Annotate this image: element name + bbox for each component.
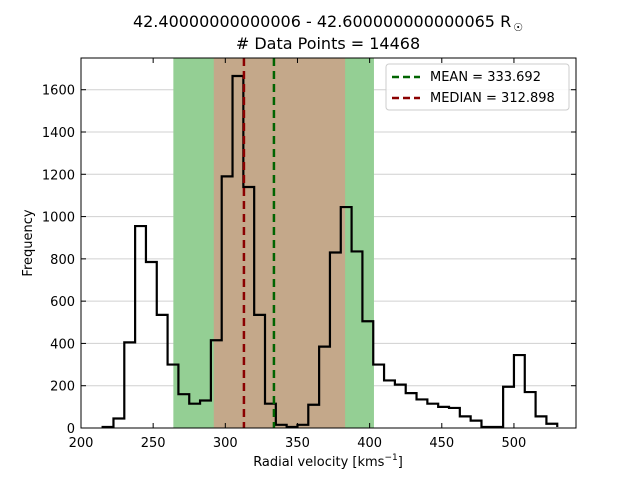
chart-title-text: 42.40000000000006 - 42.600000000000065 R: [133, 12, 511, 31]
legend-box: [385, 63, 570, 111]
y-tick-label: 1200: [42, 168, 75, 183]
y-axis-label: Frequency: [21, 209, 36, 276]
y-tick-label: 600: [50, 295, 75, 310]
x-axis-label-exponent: −1: [384, 453, 397, 463]
x-tick-label: 250: [141, 436, 166, 451]
x-tick-label: 500: [502, 436, 527, 451]
shaded-region: [213, 58, 346, 428]
x-tick-label: 300: [213, 436, 238, 451]
shaded-regions: [173, 58, 374, 428]
plot-frame: [80, 57, 577, 429]
histogram-step-line: [101, 74, 559, 429]
y-tick-label: 800: [50, 253, 75, 268]
x-axis-ticks: 200 250 300 350 400 450 500: [69, 58, 527, 451]
statistic-lines: [242, 58, 276, 428]
chart-title-line2: # Data Points = 14468: [236, 34, 420, 53]
chart-title-line1: 42.40000000000006 - 42.600000000000065 R…: [133, 12, 523, 34]
x-tick-label: 450: [429, 436, 454, 451]
x-tick-label: 400: [357, 436, 382, 451]
x-axis-label-text: Radial velocity [kms: [253, 455, 384, 470]
legend-mean-label: MEAN = 333.692: [430, 70, 541, 85]
y-tick-label: 0: [67, 422, 75, 437]
x-tick-label: 350: [285, 436, 310, 451]
sun-symbol: ☉: [513, 21, 523, 34]
legend: MEAN = 333.692 MEDIAN = 312.898: [385, 63, 570, 111]
y-axis-ticks: 0 200 400 600 800 1000 1200 1400 1600: [42, 84, 576, 437]
y-tick-label: 1000: [42, 211, 75, 226]
legend-median-label: MEDIAN = 312.898: [430, 91, 555, 106]
y-tick-label: 200: [50, 380, 75, 395]
x-axis-label-end: ]: [398, 455, 403, 470]
x-tick-label: 200: [69, 436, 94, 451]
x-axis-label: Radial velocity [kms−1]: [253, 453, 403, 470]
y-tick-label: 1600: [42, 84, 75, 99]
y-tick-label: 400: [50, 337, 75, 352]
y-tick-label: 1400: [42, 126, 75, 141]
